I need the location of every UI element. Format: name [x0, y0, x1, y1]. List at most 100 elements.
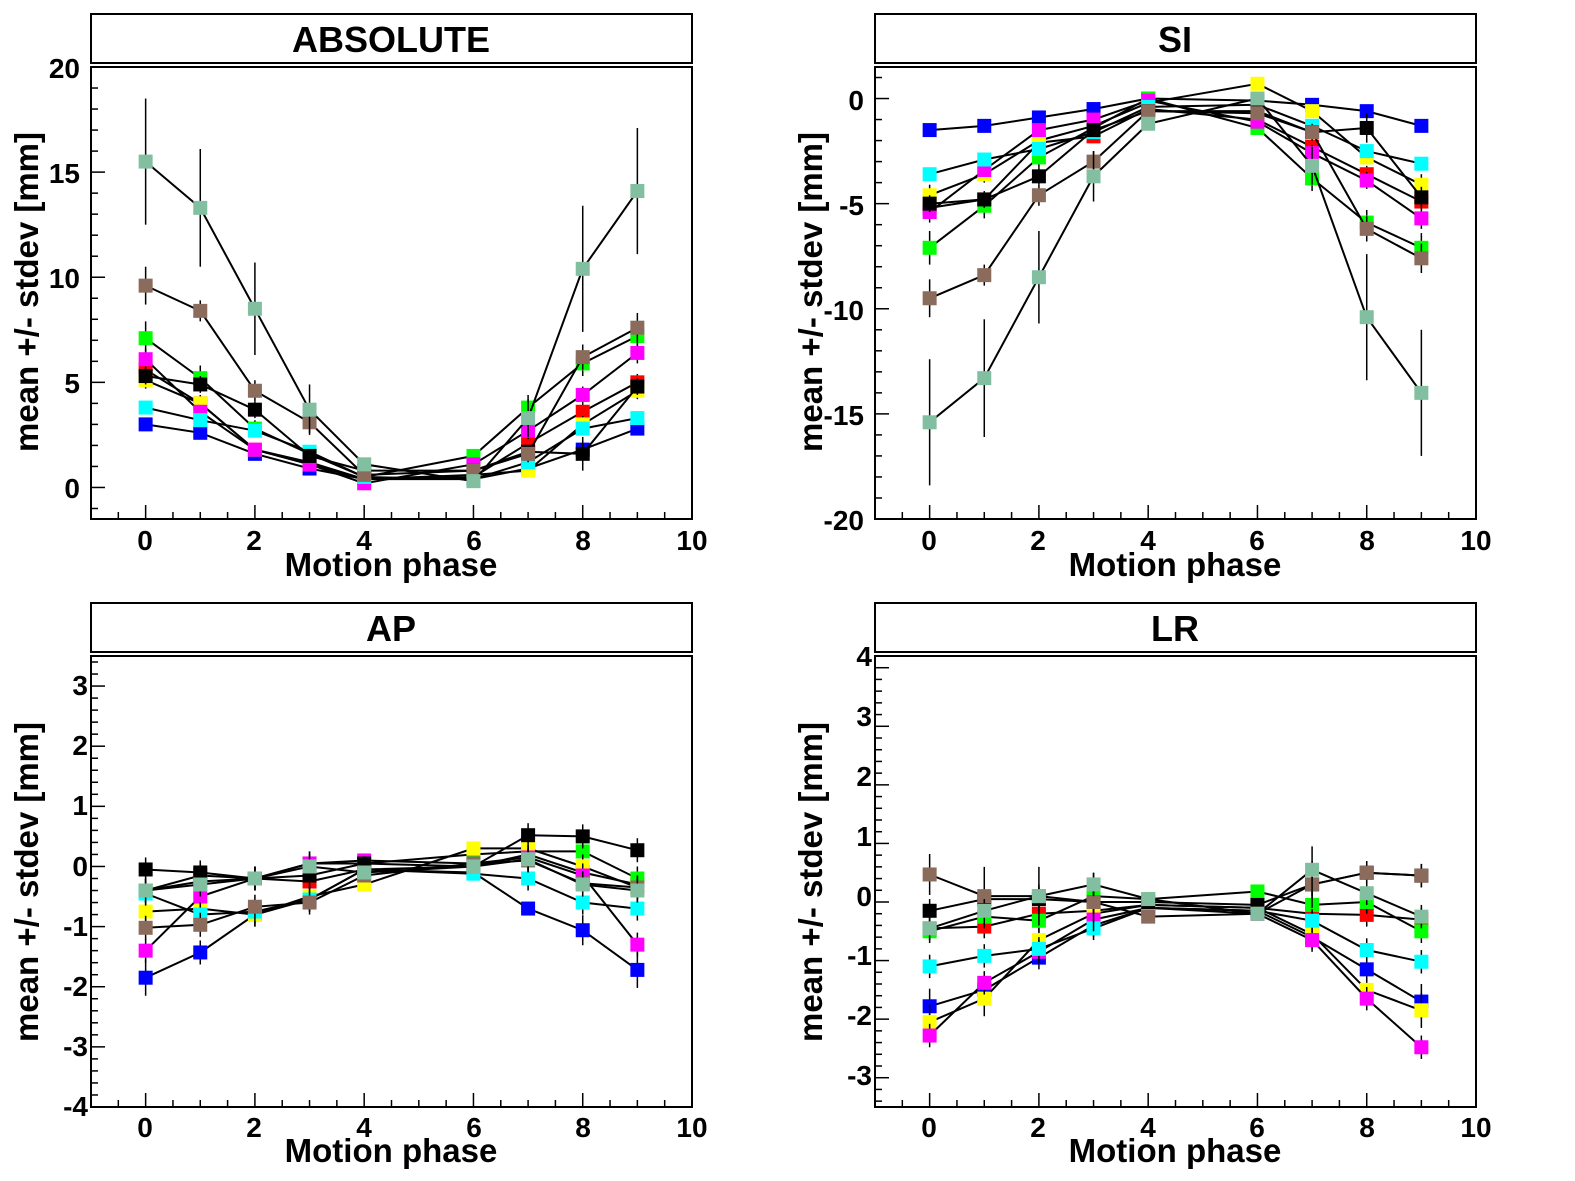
data-point-black — [630, 379, 645, 394]
data-point-sage — [1359, 310, 1374, 325]
data-point-brown — [193, 917, 208, 932]
data-point-yellow — [1414, 177, 1429, 192]
data-point-black — [977, 192, 992, 207]
data-point-magenta — [138, 352, 153, 367]
data-point-brown — [922, 291, 937, 306]
panel-absolute-ylabel: mean +/- stdev [mm] — [8, 132, 45, 452]
panel-si-ytick: 0 — [848, 85, 864, 116]
panel-lr: LR Motion phase mean +/- stdev [mm] 0 2 … — [792, 602, 1492, 1169]
data-point-brown — [193, 303, 208, 318]
data-point-sage — [138, 883, 153, 898]
data-point-black — [922, 196, 937, 211]
data-point-brown — [1086, 895, 1101, 909]
data-point-black — [193, 377, 208, 392]
data-point-cyan — [1414, 156, 1429, 171]
data-point-brown — [1141, 104, 1156, 119]
data-point-sage — [521, 852, 536, 867]
panel-lr-ytick: 3 — [856, 701, 872, 732]
data-point-black — [302, 448, 317, 463]
data-point-magenta — [1086, 112, 1101, 127]
data-point-brown — [575, 350, 590, 365]
data-point-sage — [1250, 906, 1265, 921]
data-point-brown — [138, 278, 153, 293]
data-point-brown — [1359, 865, 1374, 880]
data-point-black — [575, 446, 590, 461]
data-point-green — [138, 331, 153, 346]
data-point-sage — [138, 154, 153, 169]
data-point-sage — [1414, 385, 1429, 400]
data-point-sage — [1086, 877, 1101, 892]
data-point-black — [1414, 190, 1429, 205]
panel-si-ytick: -15 — [824, 400, 864, 431]
panel-si-title-box — [874, 13, 1477, 64]
plot-absolute — [90, 66, 693, 520]
data-point-brown — [138, 920, 153, 935]
panel-lr-xlabel: Motion phase — [1069, 1132, 1282, 1169]
data-point-brown — [977, 268, 992, 283]
data-point-cyan — [977, 152, 992, 167]
data-point-magenta — [247, 442, 262, 457]
data-point-brown — [521, 446, 536, 461]
data-point-blue — [630, 421, 645, 436]
data-point-brown — [630, 320, 645, 335]
data-point-sage — [630, 184, 645, 199]
data-point-blue — [193, 425, 208, 440]
panel-ap-ytick: -4 — [63, 1091, 88, 1122]
data-point-blue — [1414, 118, 1429, 133]
data-point-cyan — [630, 901, 645, 916]
data-point-brown — [1305, 125, 1320, 140]
data-point-sage — [357, 865, 372, 880]
data-point-cyan — [1031, 941, 1046, 956]
data-point-sage — [977, 903, 992, 918]
panel-ap-xtick: 10 — [676, 1112, 707, 1143]
panel-absolute-xtick: 4 — [356, 525, 372, 556]
panel-absolute: ABSOLUTE Motion phase mean +/- stdev [mm… — [8, 13, 708, 583]
data-point-magenta — [1305, 933, 1320, 948]
data-point-red — [575, 404, 590, 419]
data-point-sage — [302, 402, 317, 417]
data-point-sage — [1031, 270, 1046, 285]
data-point-blue — [138, 417, 153, 432]
panel-ap-ytick: 2 — [72, 730, 88, 761]
data-point-magenta — [630, 937, 645, 952]
data-point-blue — [193, 945, 208, 960]
data-point-magenta — [1359, 991, 1374, 1006]
data-point-yellow — [1414, 1003, 1429, 1018]
plot-lr — [874, 655, 1477, 1108]
plot-ap — [90, 655, 693, 1108]
panel-si-ytick: -20 — [824, 505, 864, 536]
data-point-cyan — [1359, 144, 1374, 159]
data-point-sage — [357, 457, 372, 472]
data-point-black — [521, 828, 536, 843]
data-point-brown — [1250, 106, 1265, 121]
panel-si-xtick: 10 — [1460, 525, 1491, 556]
panel-absolute-title: ABSOLUTE — [292, 19, 490, 60]
panel-lr-ylabel: mean +/- stdev [mm] — [792, 722, 829, 1042]
data-point-magenta — [977, 163, 992, 178]
data-point-cyan — [193, 413, 208, 428]
panel-si-xtick: 6 — [1249, 525, 1265, 556]
panel-ap-xtick: 0 — [137, 1112, 153, 1143]
panel-ap-xtick: 2 — [246, 1112, 262, 1143]
panel-si-ylabel: mean +/- stdev [mm] — [792, 132, 829, 452]
panel-si-xtick: 2 — [1030, 525, 1046, 556]
data-point-brown — [922, 867, 937, 882]
data-point-yellow — [922, 1015, 937, 1030]
data-point-magenta — [575, 387, 590, 402]
data-point-green — [1414, 924, 1429, 939]
panel-absolute-ytick: 15 — [49, 158, 80, 189]
panel-si-xtick: 4 — [1140, 525, 1156, 556]
data-point-sage — [521, 411, 536, 426]
data-point-sage — [1031, 889, 1046, 904]
data-point-blue — [521, 901, 536, 916]
data-point-black — [138, 862, 153, 877]
panel-si-xlabel: Motion phase — [1069, 546, 1282, 583]
data-point-magenta — [977, 975, 992, 990]
data-point-black — [575, 829, 590, 844]
data-point-cyan — [1031, 141, 1046, 156]
panel-lr-ytick: -1 — [847, 940, 872, 971]
data-point-green — [922, 240, 937, 255]
panel-ap-title-box — [90, 602, 693, 653]
data-point-blue — [1359, 962, 1374, 977]
